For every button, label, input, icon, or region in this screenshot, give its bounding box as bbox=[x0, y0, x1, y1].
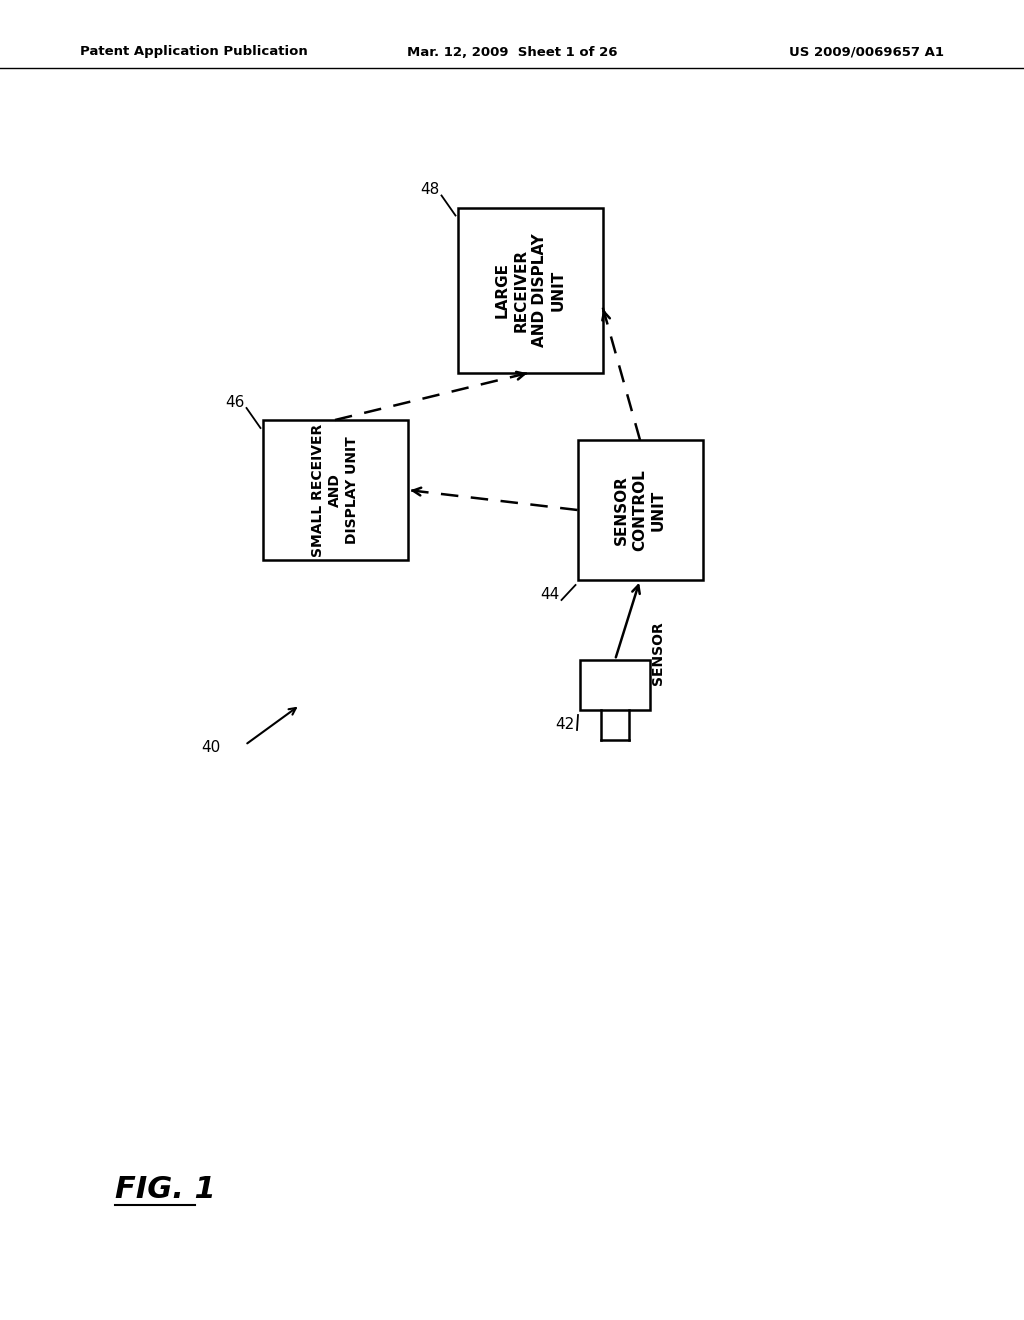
Text: SMALL RECEIVER
AND
DISPLAY UNIT: SMALL RECEIVER AND DISPLAY UNIT bbox=[310, 424, 359, 557]
Text: 48: 48 bbox=[420, 182, 439, 198]
Text: US 2009/0069657 A1: US 2009/0069657 A1 bbox=[790, 45, 944, 58]
Bar bbox=[580, 660, 650, 710]
Text: SENSOR: SENSOR bbox=[651, 622, 665, 685]
Bar bbox=[262, 420, 408, 560]
Text: 44: 44 bbox=[541, 587, 559, 602]
Text: 42: 42 bbox=[556, 717, 575, 733]
Text: Patent Application Publication: Patent Application Publication bbox=[80, 45, 308, 58]
Text: 46: 46 bbox=[225, 395, 245, 411]
Text: LARGE
RECEIVER
AND DISPLAY
UNIT: LARGE RECEIVER AND DISPLAY UNIT bbox=[495, 234, 565, 347]
Text: FIG. 1: FIG. 1 bbox=[115, 1175, 216, 1204]
Text: Mar. 12, 2009  Sheet 1 of 26: Mar. 12, 2009 Sheet 1 of 26 bbox=[407, 45, 617, 58]
Text: SENSOR
CONTROL
UNIT: SENSOR CONTROL UNIT bbox=[614, 469, 666, 550]
Text: 40: 40 bbox=[201, 741, 220, 755]
Bar bbox=[578, 440, 702, 579]
Bar bbox=[458, 207, 602, 372]
